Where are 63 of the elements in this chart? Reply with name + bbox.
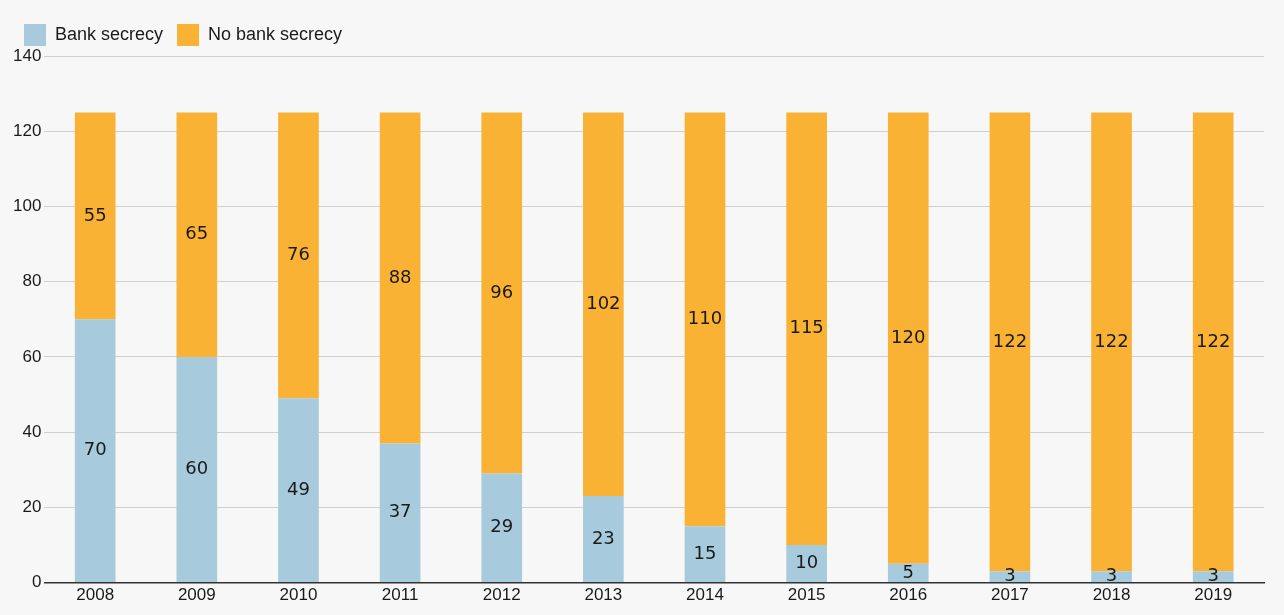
bar xyxy=(481,112,523,474)
data-label: 29 xyxy=(490,515,514,537)
x-tick-label: 2010 xyxy=(279,585,318,605)
bar xyxy=(379,443,421,583)
data-label: 122 xyxy=(1094,329,1129,351)
data-label: 88 xyxy=(388,265,412,287)
data-label: 3 xyxy=(1105,564,1118,586)
data-label: 115 xyxy=(789,316,824,338)
data-label: 3 xyxy=(1207,564,1219,586)
data-label: 65 xyxy=(185,222,209,244)
data-label: 49 xyxy=(287,477,310,499)
legend-label: No bank secrecy xyxy=(208,23,343,44)
data-label: 15 xyxy=(693,541,717,563)
data-label: 76 xyxy=(287,243,310,265)
x-tick-label: 2009 xyxy=(177,585,216,605)
data-label: 60 xyxy=(185,457,209,479)
x-tick-label: 2013 xyxy=(584,585,623,605)
bar xyxy=(176,356,218,583)
bar xyxy=(583,112,624,497)
x-tick-label: 2012 xyxy=(482,585,521,605)
bar xyxy=(74,112,116,320)
data-label: 122 xyxy=(992,329,1028,351)
x-tick-label: 2008 xyxy=(76,585,115,605)
x-tick-label: 2015 xyxy=(787,585,826,605)
data-label: 23 xyxy=(591,526,615,548)
bar xyxy=(786,544,827,583)
data-label: 96 xyxy=(490,280,514,302)
bar xyxy=(583,496,624,583)
bar xyxy=(887,112,929,564)
bar xyxy=(786,112,827,545)
data-label: 10 xyxy=(795,551,819,573)
y-tick-label: 20 xyxy=(22,497,42,517)
x-tick-label: 2011 xyxy=(381,585,419,605)
data-label: 102 xyxy=(586,291,621,313)
y-tick-label: 140 xyxy=(12,45,42,65)
data-label: 110 xyxy=(687,306,723,328)
bar xyxy=(176,112,218,357)
bar xyxy=(379,112,421,444)
x-tick-label: 2017 xyxy=(991,585,1029,605)
bar xyxy=(481,473,523,583)
bar xyxy=(74,319,116,583)
data-label: 122 xyxy=(1196,329,1231,351)
y-tick-label: 60 xyxy=(22,346,42,366)
bar xyxy=(278,398,319,583)
x-tick-label: 2018 xyxy=(1092,585,1131,605)
data-label: 37 xyxy=(388,500,412,522)
x-tick-label: 2019 xyxy=(1194,585,1233,605)
y-tick-label: 80 xyxy=(22,271,42,291)
x-tick-label: 2016 xyxy=(889,585,928,605)
y-tick-label: 40 xyxy=(22,421,42,441)
data-label: 5 xyxy=(902,560,914,582)
data-label: 70 xyxy=(83,438,107,460)
y-tick-label: 120 xyxy=(12,120,42,140)
x-tick-label: 2014 xyxy=(686,585,724,605)
bar xyxy=(684,112,726,527)
y-tick-label: 0 xyxy=(31,572,42,592)
bar xyxy=(684,526,726,583)
bar xyxy=(278,112,319,399)
data-label: 120 xyxy=(891,325,926,347)
data-label: 55 xyxy=(83,203,107,225)
legend-label: Bank secrecy xyxy=(55,23,164,44)
data-label: 3 xyxy=(1004,564,1016,586)
y-tick-label: 100 xyxy=(12,196,42,216)
